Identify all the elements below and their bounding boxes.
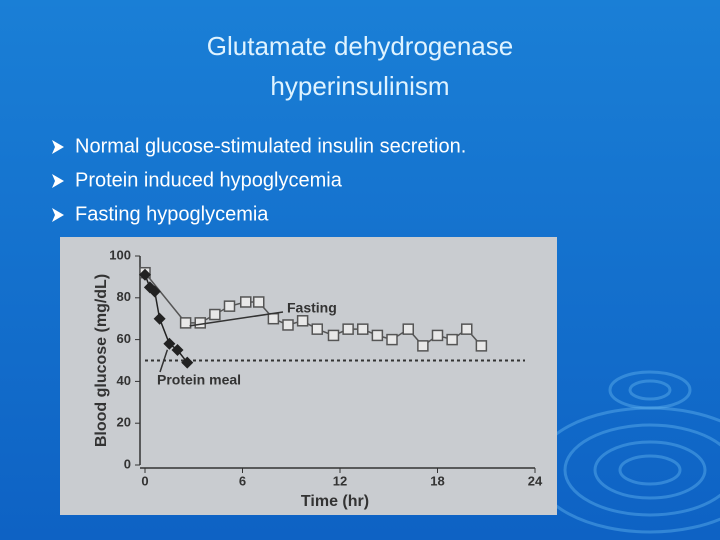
point bbox=[253, 296, 265, 308]
y-tick-label: 20 bbox=[117, 415, 131, 430]
slide-title: hyperinsulinism bbox=[270, 71, 449, 101]
y-axis-label: Blood glucose (mg/dL) bbox=[93, 274, 110, 447]
annotation-arrow bbox=[159, 349, 169, 373]
x-tick-label: 18 bbox=[430, 473, 444, 488]
x-axis-label: Time (hr) bbox=[301, 493, 369, 510]
point bbox=[475, 340, 488, 352]
y-tick-label: 0 bbox=[124, 456, 131, 471]
bullet-text: Fasting hypoglycemia bbox=[75, 203, 269, 225]
point bbox=[163, 337, 176, 350]
figure-background bbox=[60, 237, 557, 515]
point bbox=[267, 312, 280, 325]
point bbox=[223, 300, 236, 312]
point bbox=[181, 356, 194, 369]
y-tick-label: 40 bbox=[117, 373, 131, 388]
point bbox=[461, 323, 473, 335]
point bbox=[194, 317, 206, 329]
point bbox=[386, 333, 398, 346]
bullet-text: Normal glucose-stimulated insulin secret… bbox=[75, 135, 466, 157]
x-tick-label: 6 bbox=[239, 473, 246, 488]
point bbox=[171, 344, 184, 357]
point bbox=[282, 319, 294, 331]
annotation-arrow bbox=[189, 311, 284, 327]
y-tick-label: 60 bbox=[117, 331, 131, 346]
bullet-text: Protein induced hypoglycemia bbox=[75, 169, 343, 191]
series-line bbox=[144, 272, 482, 347]
x-tick-label: 12 bbox=[333, 473, 347, 488]
bullet-markers bbox=[52, 140, 64, 222]
point bbox=[446, 333, 458, 346]
series-label: Protein meal bbox=[157, 372, 241, 388]
point bbox=[240, 296, 252, 308]
point bbox=[148, 285, 161, 298]
point bbox=[209, 308, 221, 321]
point bbox=[357, 323, 369, 335]
x-tick-label: 0 bbox=[141, 473, 148, 488]
point bbox=[431, 329, 444, 342]
x-tick-label: 24 bbox=[528, 473, 543, 488]
point bbox=[371, 329, 384, 342]
point bbox=[327, 329, 340, 342]
point bbox=[342, 323, 354, 335]
slide-title: Glutamate dehydrogenase bbox=[207, 31, 513, 61]
point bbox=[311, 323, 323, 335]
y-tick-label: 80 bbox=[117, 289, 131, 304]
chart: 0 20 40 60 80 100 0 6 12 18 24 Time (hr) Blood gluco… bbox=[93, 247, 543, 510]
point bbox=[153, 312, 166, 325]
point bbox=[296, 315, 309, 327]
point bbox=[179, 317, 192, 329]
point bbox=[402, 323, 414, 335]
series-label: Fasting bbox=[287, 300, 337, 316]
y-tick-label: 100 bbox=[109, 247, 131, 262]
point bbox=[139, 268, 151, 281]
point bbox=[417, 340, 429, 352]
